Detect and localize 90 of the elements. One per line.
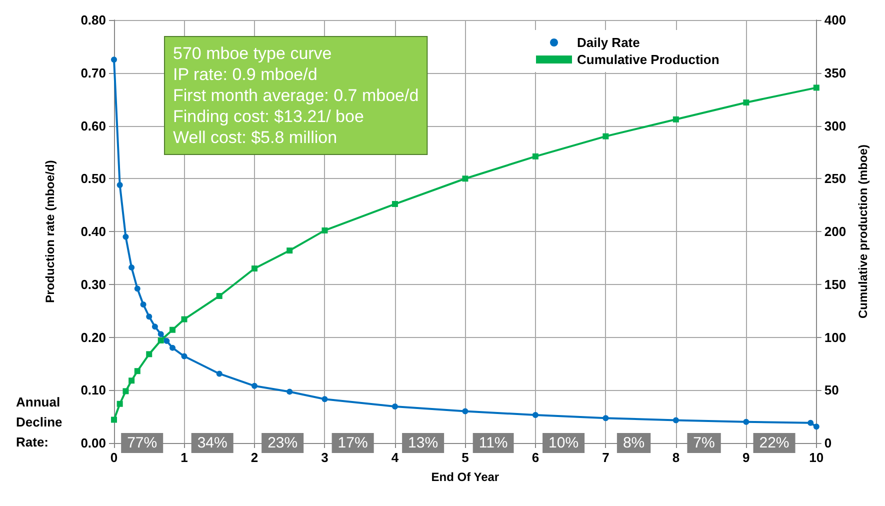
point xyxy=(116,182,123,188)
point xyxy=(672,417,679,424)
point xyxy=(158,331,164,338)
point xyxy=(216,293,222,300)
point xyxy=(392,201,398,208)
x-tick-label: 5 xyxy=(462,450,469,465)
annotation: 17% xyxy=(338,434,368,452)
point xyxy=(743,418,750,425)
point xyxy=(532,412,538,418)
annotation: 11% xyxy=(478,434,508,452)
point xyxy=(602,133,609,140)
y-tick-label: 0.80 xyxy=(80,12,106,28)
x-tick-label: 3 xyxy=(321,450,328,465)
annotation: 34% xyxy=(197,434,228,452)
point xyxy=(170,344,176,351)
point xyxy=(134,368,140,374)
point xyxy=(813,424,820,430)
annotation: 10% xyxy=(548,434,579,452)
point xyxy=(128,264,135,270)
x-tick-label: 1 xyxy=(180,450,188,465)
point xyxy=(602,415,609,422)
point xyxy=(743,99,750,106)
point xyxy=(116,400,123,407)
point xyxy=(462,408,468,414)
annotation: 8% xyxy=(622,434,645,452)
point xyxy=(146,351,152,358)
y-tick-label: 0.60 xyxy=(80,118,106,134)
point xyxy=(134,286,140,292)
point xyxy=(111,416,117,423)
x-axis-title: End Of Year xyxy=(431,470,500,484)
annotation: 570 mboe type curve IP rate: 0.9 mboe/d First month average: 0.7 mboe/d Finding cost: $13.21/ boe Well cost: $5.8 million xyxy=(173,44,419,147)
point xyxy=(181,316,188,322)
point xyxy=(808,420,814,426)
y2-tick-label: 150 xyxy=(824,276,846,292)
y-tick-label: 0.20 xyxy=(80,330,106,345)
y2-tick-label: 200 xyxy=(824,224,846,239)
annotation: 22% xyxy=(759,434,790,452)
y-tick-label: 0.30 xyxy=(80,276,106,292)
x-tick-label: 6 xyxy=(532,450,540,465)
point xyxy=(251,382,258,389)
text: Annual Decline Rate: xyxy=(16,394,66,450)
y2-tick-label: 0 xyxy=(824,436,832,450)
point xyxy=(813,84,820,91)
x-tick-label: 10 xyxy=(809,450,824,465)
x-tick-label: 0 xyxy=(110,450,118,465)
point xyxy=(164,338,170,344)
point xyxy=(216,370,222,377)
y-tick-label: 0.00 xyxy=(80,436,106,450)
point xyxy=(322,396,328,402)
x-tick-label: 7 xyxy=(602,450,610,465)
x-tick-label: 4 xyxy=(391,450,400,465)
y2-tick-label: 100 xyxy=(824,330,846,345)
point xyxy=(158,337,164,344)
point xyxy=(532,153,538,160)
annotation: 7% xyxy=(693,434,715,452)
point xyxy=(462,176,468,182)
point xyxy=(140,301,146,308)
point xyxy=(322,227,328,234)
point xyxy=(672,116,679,122)
point xyxy=(122,234,129,240)
point xyxy=(128,378,135,384)
y-tick-label: 0.10 xyxy=(80,382,106,398)
point xyxy=(152,324,158,330)
y2-tick-label: 400 xyxy=(824,12,846,28)
legend-label: Daily Rate xyxy=(577,35,640,50)
point xyxy=(111,56,117,63)
point xyxy=(181,353,188,360)
point xyxy=(392,404,398,410)
y2-tick-label: 350 xyxy=(824,65,846,80)
y2-tick-label: 300 xyxy=(824,118,846,134)
y2-tick-label: 250 xyxy=(824,171,846,186)
annotation: 13% xyxy=(408,434,438,452)
x-tick-label: 9 xyxy=(742,450,750,465)
point xyxy=(286,248,293,254)
point xyxy=(286,388,293,395)
legend-label: Cumulative Production xyxy=(577,52,720,67)
annotation: 77% xyxy=(127,434,158,452)
y-tick-label: 0.70 xyxy=(80,65,106,80)
annotation: 23% xyxy=(268,434,298,452)
point xyxy=(170,326,176,333)
point xyxy=(251,266,258,272)
point xyxy=(146,314,152,320)
y2-tick-label: 50 xyxy=(824,382,839,398)
y-axis-title: Production rate (mboe/d) xyxy=(43,160,57,303)
x-tick-label: 2 xyxy=(250,450,258,465)
y-tick-label: 0.40 xyxy=(80,224,106,239)
point xyxy=(122,388,129,394)
x-tick-label: 8 xyxy=(672,450,680,465)
y2-axis-title: Cumulative production (mboe) xyxy=(856,144,870,318)
y-tick-label: 0.50 xyxy=(80,171,106,186)
